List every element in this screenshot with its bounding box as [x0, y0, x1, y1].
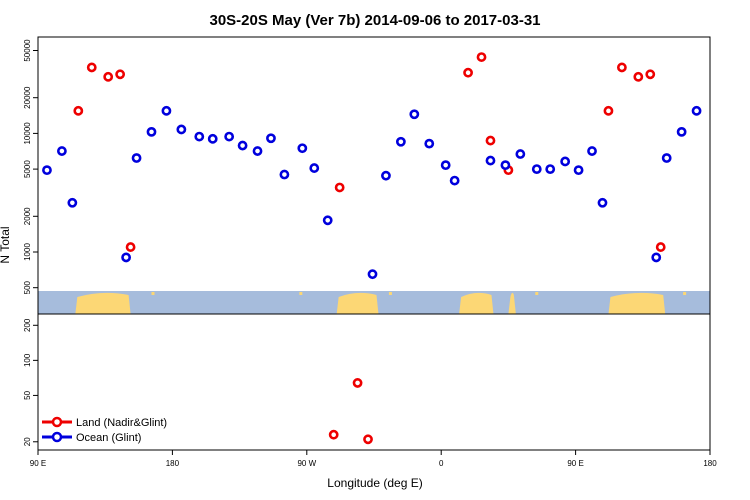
ocean-point	[560, 156, 571, 167]
y-axis-label: N Total	[0, 226, 12, 263]
x-axis-label: Longitude (deg E)	[327, 476, 422, 490]
x-tick-label: 90 W	[297, 459, 316, 468]
legend-ocean-marker	[51, 431, 63, 443]
land-point	[363, 434, 373, 445]
ocean-point	[237, 140, 248, 151]
land-point	[125, 242, 136, 252]
map-island-0	[151, 292, 155, 295]
ocean-point	[367, 269, 378, 280]
x-axis: 90 E 180 90 W 0 90 E 180	[30, 450, 717, 468]
ocean-point	[651, 252, 662, 263]
ocean-point	[424, 138, 435, 149]
land-point	[645, 69, 656, 80]
ocean-point	[207, 133, 218, 144]
y-axis-upper: 500 1000 2000 5000 10000 20000 50000	[23, 39, 38, 294]
y-tick-label: 10000	[23, 122, 32, 145]
ocean-point	[56, 146, 67, 156]
x-tick-label: 0	[439, 459, 444, 468]
y-tick-label: 500	[23, 280, 32, 294]
land-point	[334, 182, 345, 193]
ocean-point	[161, 105, 172, 116]
land-point	[103, 71, 114, 82]
ocean-point	[131, 153, 142, 163]
ocean-point	[121, 252, 132, 263]
ocean-point	[587, 146, 597, 156]
map-land-4	[608, 292, 666, 314]
land-point	[73, 105, 84, 116]
land-point	[633, 71, 644, 82]
ocean-point	[42, 165, 52, 176]
ocean-point	[322, 215, 333, 226]
y-tick-label: 1000	[23, 243, 32, 261]
map-island-2	[388, 292, 392, 295]
map-island-4	[683, 292, 687, 295]
ocean-point	[500, 160, 511, 171]
map-island-1	[299, 292, 303, 295]
ocean-point	[266, 133, 276, 144]
land-point	[603, 105, 614, 116]
x-tick-label: 90 E	[30, 459, 46, 468]
ocean-point	[381, 170, 391, 181]
y-tick-label: 50	[23, 390, 32, 399]
ocean-point	[176, 124, 187, 135]
ocean-point	[676, 126, 687, 137]
ocean-point	[449, 175, 460, 186]
y-tick-label: 200	[23, 318, 32, 332]
land-point	[655, 242, 666, 252]
map-strip	[38, 291, 710, 314]
ocean-point	[252, 146, 263, 156]
ocean-point	[485, 155, 496, 166]
map-land-0	[75, 292, 131, 314]
x-tick-label: 180	[166, 459, 180, 468]
map-land-3	[508, 292, 516, 314]
legend-land-marker	[51, 416, 63, 428]
chart-title: 30S-20S May (Ver 7b) 2014-09-06 to 2017-…	[209, 12, 540, 29]
land-point	[328, 429, 339, 440]
land-point	[86, 62, 97, 73]
ocean-point	[545, 164, 556, 175]
ocean-point	[691, 105, 702, 116]
ocean-point	[531, 164, 542, 175]
legend-ocean-label: Ocean (Glint)	[76, 432, 141, 444]
x-tick-label: 180	[703, 459, 717, 468]
ocean-point	[309, 163, 320, 173]
y-tick-label: 20000	[23, 86, 32, 109]
land-point	[463, 67, 473, 78]
map-land-2	[459, 292, 494, 314]
y-tick-label: 5000	[23, 160, 32, 178]
ocean-point	[597, 197, 608, 208]
ocean-point	[661, 153, 672, 163]
land-point	[115, 69, 126, 80]
ocean-point	[224, 131, 235, 142]
ocean-point	[279, 169, 290, 180]
ocean-point	[409, 109, 420, 120]
ocean-point	[67, 197, 78, 208]
map-land-1	[336, 292, 379, 314]
land-point	[352, 378, 363, 388]
y-tick-label: 50000	[23, 39, 32, 62]
y-axis-lower: 20 50 100 200	[23, 318, 38, 446]
x-tick-label: 90 E	[567, 459, 583, 468]
land-point	[616, 62, 627, 73]
lower-panel-frame	[37, 313, 711, 451]
ocean-point	[573, 165, 584, 176]
ocean-point	[297, 143, 308, 154]
land-point	[476, 52, 487, 62]
ocean-point	[440, 160, 451, 171]
map-island-3	[535, 292, 539, 295]
ocean-point	[515, 149, 526, 159]
y-tick-label: 2000	[23, 207, 32, 225]
ocean-point	[146, 126, 157, 137]
legend: Land (Nadir&Glint) Ocean (Glint)	[42, 416, 167, 444]
ocean-point	[194, 131, 205, 142]
y-tick-label: 100	[23, 353, 32, 367]
legend-land-label: Land (Nadir&Glint)	[76, 417, 167, 429]
y-tick-label: 20	[23, 437, 32, 446]
data-points	[42, 52, 702, 445]
ocean-point	[395, 136, 406, 147]
land-point	[485, 135, 496, 146]
